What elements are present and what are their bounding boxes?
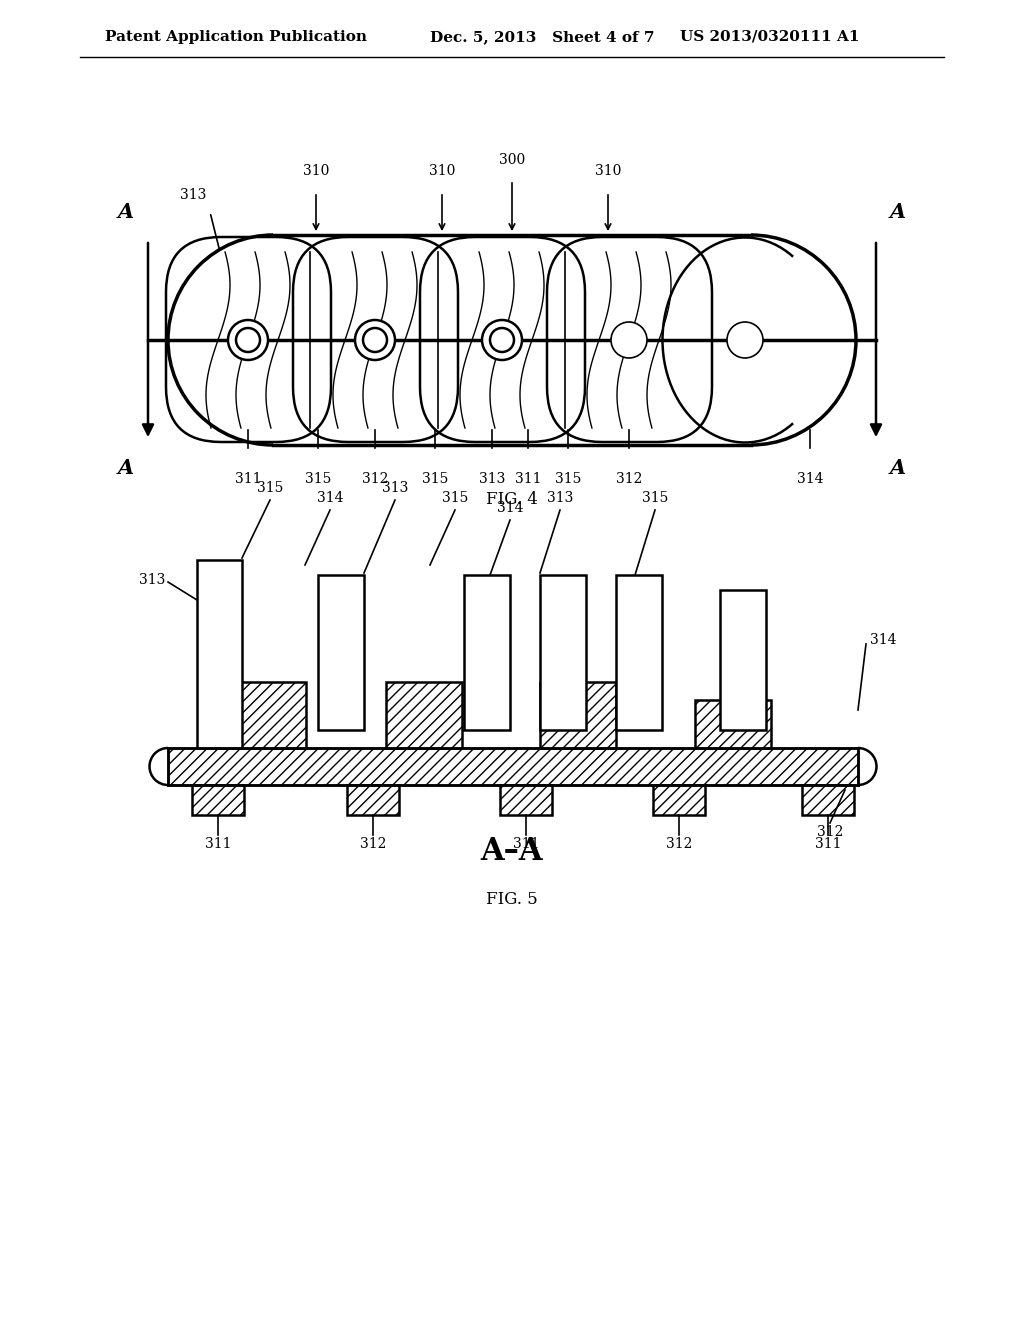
Text: 315: 315 [441, 491, 468, 506]
Text: 310: 310 [429, 164, 456, 178]
Bar [802, 785, 854, 814]
Text: FIG. 4: FIG. 4 [486, 491, 538, 508]
Bar [464, 576, 510, 730]
Text: Patent Application Publication: Patent Application Publication [105, 30, 367, 44]
Circle shape [482, 319, 522, 360]
Bar [540, 576, 586, 730]
Text: 312: 312 [359, 837, 386, 851]
Text: 315: 315 [305, 473, 331, 486]
Bar [616, 576, 662, 730]
Text: 311: 311 [515, 473, 542, 486]
Bar [500, 785, 552, 814]
Text: A: A [890, 458, 906, 478]
Text: US 2013/0320111 A1: US 2013/0320111 A1 [680, 30, 859, 44]
Bar [347, 785, 399, 814]
Text: 315: 315 [555, 473, 582, 486]
Text: A–A: A–A [480, 837, 544, 867]
Text: 312: 312 [666, 837, 692, 851]
Text: 311: 311 [513, 837, 540, 851]
Circle shape [228, 319, 268, 360]
Circle shape [727, 322, 763, 358]
Text: A: A [118, 202, 134, 222]
Text: 300: 300 [499, 153, 525, 168]
Bar [168, 748, 858, 785]
Text: 312: 312 [615, 473, 642, 486]
Text: 310: 310 [595, 164, 622, 178]
Circle shape [362, 327, 387, 352]
Bar [386, 682, 462, 748]
Text: 315: 315 [422, 473, 449, 486]
Text: 315: 315 [642, 491, 669, 506]
Text: 314: 314 [870, 634, 896, 647]
Bar [695, 700, 771, 748]
Bar [193, 785, 244, 814]
Text: 314: 314 [316, 491, 343, 506]
Text: 313: 313 [547, 491, 573, 506]
Text: 314: 314 [797, 473, 823, 486]
Text: 315: 315 [257, 480, 284, 495]
Text: 310: 310 [303, 164, 329, 178]
Text: A: A [890, 202, 906, 222]
Circle shape [355, 319, 395, 360]
Circle shape [490, 327, 514, 352]
Bar [540, 682, 616, 748]
Bar [653, 785, 705, 814]
Circle shape [236, 327, 260, 352]
Bar [230, 682, 306, 748]
Text: 313: 313 [138, 573, 165, 587]
Text: 313: 313 [479, 473, 505, 486]
Text: 311: 311 [234, 473, 261, 486]
Text: 313: 313 [180, 187, 206, 202]
Text: 311: 311 [815, 837, 842, 851]
Text: Dec. 5, 2013   Sheet 4 of 7: Dec. 5, 2013 Sheet 4 of 7 [430, 30, 654, 44]
Text: 314: 314 [497, 502, 523, 515]
Text: 311: 311 [205, 837, 231, 851]
Text: 313: 313 [382, 480, 409, 495]
Text: 312: 312 [361, 473, 388, 486]
Text: 312: 312 [817, 825, 843, 840]
Bar [720, 590, 766, 730]
Text: A: A [118, 458, 134, 478]
Text: FIG. 5: FIG. 5 [486, 891, 538, 908]
Circle shape [611, 322, 647, 358]
Bar [318, 576, 364, 730]
Bar [197, 560, 242, 748]
